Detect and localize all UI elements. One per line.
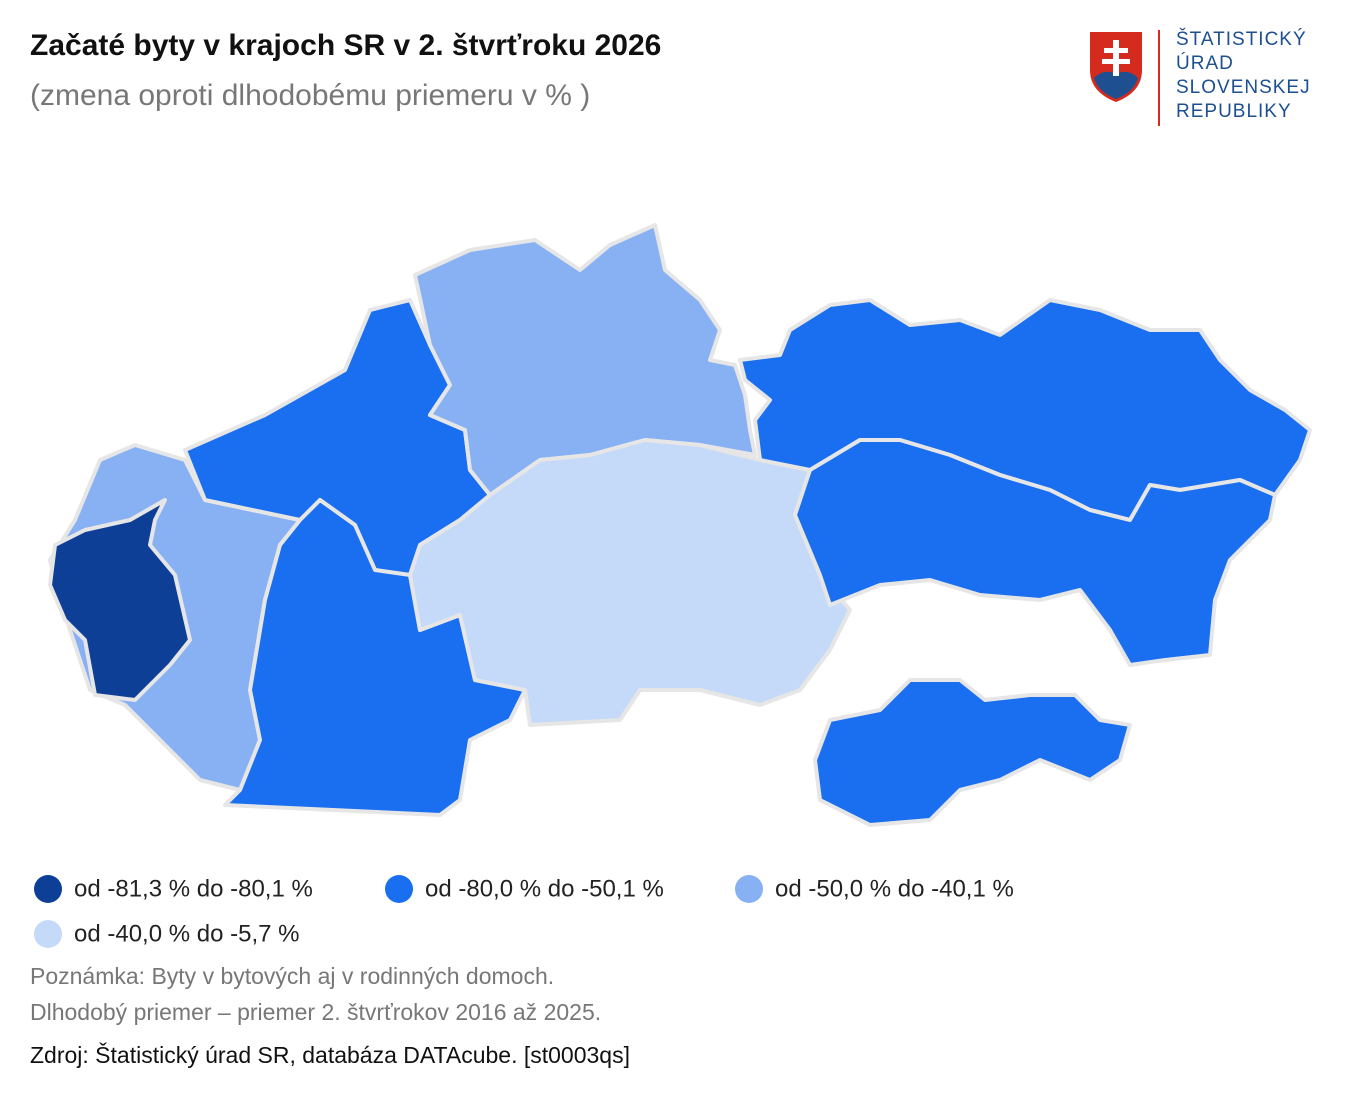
region [223, 498, 527, 817]
logo-text: ŠTATISTICKÝ [1176, 28, 1307, 50]
legend-label: od -80,0 % do -50,1 % [425, 875, 664, 902]
coat-cross [1102, 40, 1130, 76]
logo-text: ÚRAD [1176, 52, 1234, 74]
logo-text: SLOVENSKEJ [1176, 77, 1311, 98]
logo-text: REPUBLIKY [1176, 101, 1292, 122]
legend-label: od -40,0 % do -5,7 % [74, 920, 299, 947]
title: Začaté byty v krajoch SR v 2. štvrťroku … [30, 29, 661, 62]
logo: ŠTATISTICKÝ ÚRAD SLOVENSKEJ REPUBLIKY [1090, 28, 1311, 126]
source: Zdroj: Štatistický úrad SR, databáza DAT… [30, 1041, 630, 1068]
subtitle: (zmena oproti dlhodobému priemeru v % ) [30, 79, 590, 112]
legend-swatch [34, 875, 62, 903]
map [48, 223, 1312, 827]
region [813, 678, 1132, 827]
legend-label: od -50,0 % do -40,1 % [775, 875, 1014, 902]
region [48, 498, 192, 702]
legend: od -81,3 % do -80,1 % od -80,0 % do -50,… [34, 875, 1014, 948]
legend-swatch [735, 875, 763, 903]
legend-swatch [385, 875, 413, 903]
coat-hills [1094, 71, 1138, 99]
legend-swatch [34, 920, 62, 948]
note: Dlhodobý priemer – priemer 2. štvrťrokov… [30, 999, 601, 1025]
note: Poznámka: Byty v bytových aj v rodinných… [30, 963, 554, 989]
region [413, 223, 757, 497]
region [793, 438, 1277, 667]
legend-label: od -81,3 % do -80,1 % [74, 875, 313, 902]
region [408, 438, 852, 727]
